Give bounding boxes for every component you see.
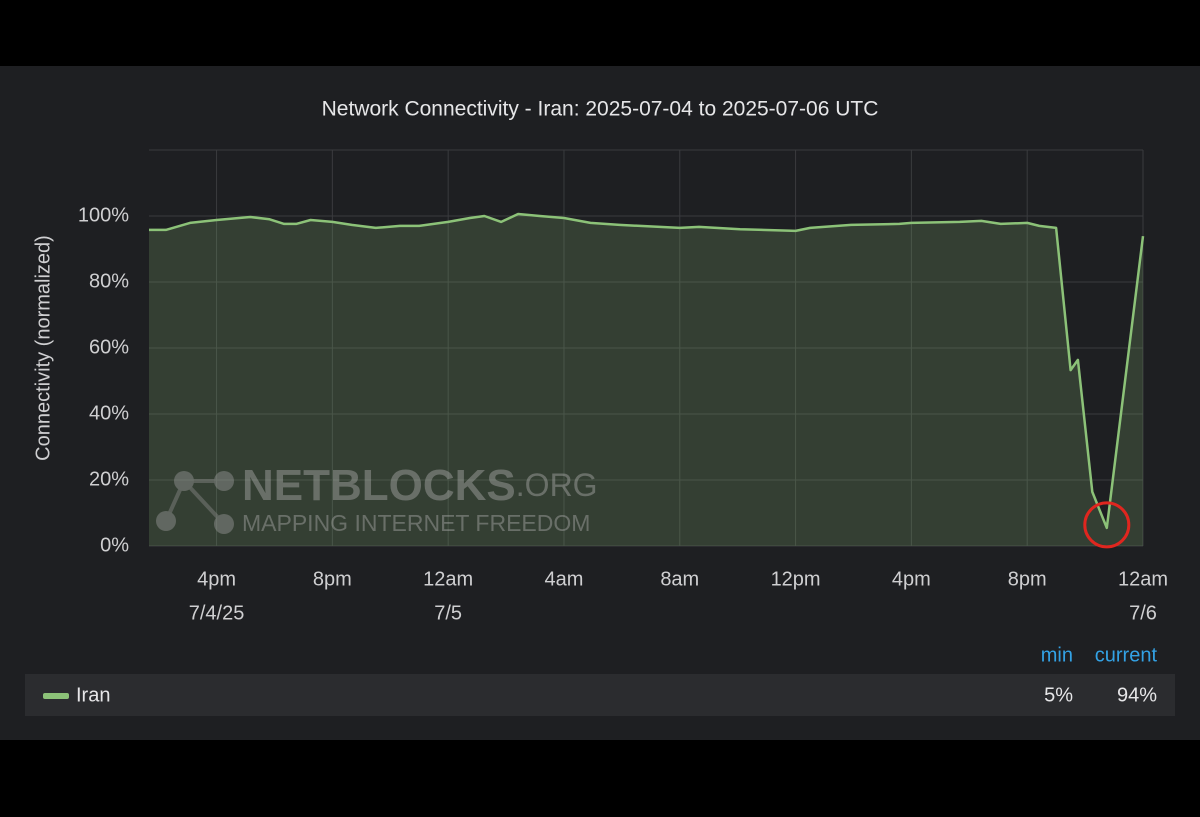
x-tick-label: 8am bbox=[660, 568, 699, 590]
y-tick-label: 40% bbox=[89, 402, 129, 424]
chart-title: Network Connectivity - Iran: 2025-07-04 … bbox=[322, 98, 879, 121]
annotation-circle bbox=[1083, 501, 1131, 549]
legend-swatch bbox=[43, 693, 69, 699]
logo-node bbox=[156, 511, 176, 531]
x-tick-label: 8pm bbox=[313, 568, 352, 590]
watermark-brand-name: NETBLOCKS bbox=[242, 461, 516, 510]
area-fill bbox=[149, 214, 1143, 546]
watermark: NETBLOCKS.ORG MAPPING INTERNET FREEDOM bbox=[156, 461, 598, 536]
x-tick-label: 4pm bbox=[197, 568, 236, 590]
legend-row bbox=[25, 674, 1175, 716]
legend-label: Iran bbox=[76, 684, 110, 706]
y-tick-label: 0% bbox=[100, 534, 129, 556]
legend-column-header: current bbox=[1095, 644, 1158, 666]
x-tick-label: 4am bbox=[545, 568, 584, 590]
watermark-tagline: MAPPING INTERNET FREEDOM bbox=[242, 510, 590, 536]
x-tick-label: 4pm bbox=[892, 568, 931, 590]
x-tick-date: 7/5 bbox=[434, 602, 462, 624]
logo-node bbox=[214, 471, 234, 491]
x-tick-label: 8pm bbox=[1008, 568, 1047, 590]
legend-value: 5% bbox=[1044, 684, 1073, 706]
watermark-brand: NETBLOCKS.ORG bbox=[242, 461, 598, 510]
y-tick-label: 20% bbox=[89, 468, 129, 490]
y-axis-label: Connectivity (normalized) bbox=[32, 235, 54, 461]
logo-node bbox=[174, 471, 194, 491]
series-line bbox=[149, 212, 1145, 530]
y-tick-label: 100% bbox=[78, 204, 129, 226]
x-tick-date: 7/6 bbox=[1129, 602, 1157, 624]
logo-node bbox=[214, 514, 234, 534]
panel bbox=[0, 66, 1200, 740]
x-tick-label: 12am bbox=[423, 568, 473, 590]
logo-link bbox=[164, 480, 186, 522]
x-tick-label: 12pm bbox=[771, 568, 821, 590]
legend-value: 94% bbox=[1117, 684, 1157, 706]
y-tick-label: 60% bbox=[89, 336, 129, 358]
logo-link bbox=[182, 479, 226, 526]
y-tick-label: 80% bbox=[89, 270, 129, 292]
legend-column-header: min bbox=[1041, 644, 1073, 666]
x-tick-date: 7/4/25 bbox=[189, 602, 245, 624]
x-tick-label: 12am bbox=[1118, 568, 1168, 590]
watermark-domain: .ORG bbox=[516, 467, 598, 503]
